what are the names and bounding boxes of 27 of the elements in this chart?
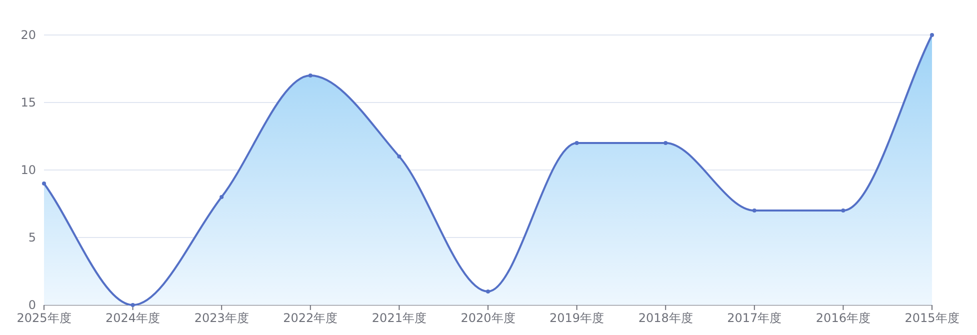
y-tick-label: 0	[28, 298, 36, 312]
point	[42, 182, 46, 186]
y-tick-label: 20	[20, 28, 36, 42]
point	[308, 74, 312, 78]
point	[574, 141, 579, 145]
x-tick-label: 2023年度	[194, 311, 249, 325]
point	[930, 33, 934, 37]
point	[664, 141, 668, 145]
x-tick-label: 2022年度	[283, 311, 338, 325]
y-tick-label: 5	[28, 230, 36, 244]
x-tick-label: 2020年度	[460, 311, 516, 325]
point	[130, 303, 135, 307]
y-tick-label: 10	[20, 163, 36, 177]
x-tick-label: 2025年度	[16, 311, 72, 325]
x-tick-label: 2017年度	[727, 311, 782, 325]
point	[752, 208, 756, 212]
y-tick-label: 15	[20, 96, 36, 110]
x-tick-label: 2024年度	[106, 311, 160, 325]
x-tick-label: 2016年度	[816, 311, 870, 325]
point	[841, 208, 846, 212]
point	[486, 290, 490, 294]
x-tick-label: 2015年度	[904, 311, 960, 325]
x-tick-label: 2018年度	[638, 311, 693, 325]
x-tick-label: 2021年度	[372, 311, 426, 325]
point	[220, 195, 224, 199]
x-tick-label: 2019年度	[550, 311, 604, 325]
point	[397, 154, 402, 158]
